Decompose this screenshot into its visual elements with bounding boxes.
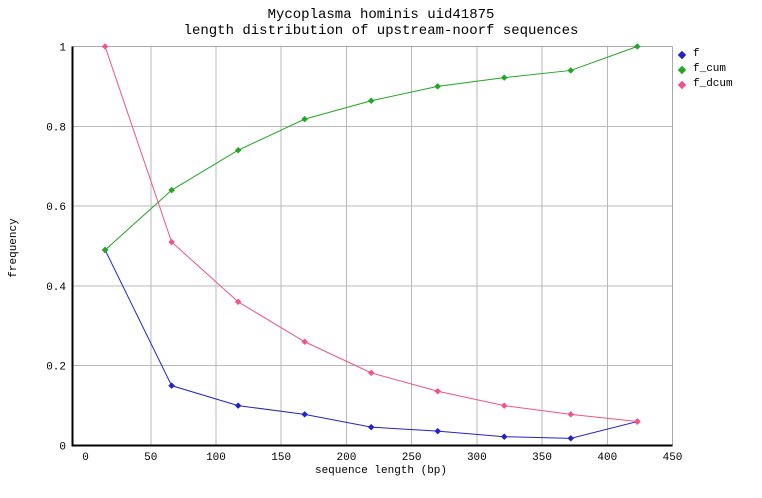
y-tick-label: 1 xyxy=(59,43,66,55)
series-point-f_dcum xyxy=(101,43,109,50)
series-point-f xyxy=(367,423,375,431)
x-tick-label: 250 xyxy=(402,452,422,464)
series-point-f_dcum xyxy=(633,418,641,425)
x-tick-label: 100 xyxy=(206,452,226,464)
series-point-f_cum xyxy=(168,186,175,194)
series-point-f_dcum xyxy=(500,402,508,409)
series-point-f xyxy=(301,411,309,418)
y-tick-label: 0.8 xyxy=(46,122,66,134)
legend-entry-f: f xyxy=(676,47,733,62)
x-tick-label: 150 xyxy=(271,452,291,464)
y-tick-label: 0.2 xyxy=(46,362,66,374)
series-point-f_cum xyxy=(500,74,508,81)
series-point-f_dcum xyxy=(168,238,175,246)
series-point-f_dcum xyxy=(567,411,575,418)
legend-marker-glyph xyxy=(677,65,687,74)
series-point-f_cum xyxy=(301,115,309,123)
legend-entry-f_dcum: f_dcum xyxy=(676,77,733,92)
legend-label-f_cum: f_cum xyxy=(693,63,727,75)
legend-marker-f_cum xyxy=(677,65,687,74)
legend-marker-glyph xyxy=(677,80,687,89)
legend-marker-f xyxy=(677,50,687,59)
chart-title-line1: Mycoplasma hominis uid41875 xyxy=(267,7,495,23)
x-axis-label: sequence length (bp) xyxy=(314,465,448,477)
x-tick-label: 400 xyxy=(597,452,617,464)
series-point-f_dcum xyxy=(367,369,375,377)
legend-marker-f_dcum xyxy=(677,80,687,89)
series-point-f_dcum xyxy=(434,387,442,395)
series-point-f xyxy=(234,402,242,409)
series-point-f_dcum xyxy=(234,298,242,306)
chart-title-line2: length distribution of upstream-noorf se… xyxy=(183,23,579,39)
legend-label-f: f xyxy=(693,48,700,60)
x-tick-label: 300 xyxy=(467,452,487,464)
series-point-f_cum xyxy=(234,146,242,154)
legend-entry-f_cum: f_cum xyxy=(676,62,733,77)
series-point-f xyxy=(434,427,442,435)
legend: f f_cum f_dcum xyxy=(676,47,733,92)
x-tick-label: 0 xyxy=(82,452,89,464)
y-tick-label: 0.6 xyxy=(46,202,66,214)
series-point-f_cum xyxy=(101,246,109,254)
legend-marker-glyph xyxy=(677,50,687,59)
x-tick-label: 450 xyxy=(663,452,683,464)
series-point-f_cum xyxy=(434,83,442,90)
series-point-f_dcum xyxy=(301,338,309,346)
x-tick-label: 50 xyxy=(144,452,157,464)
series-point-f xyxy=(168,382,175,390)
y-tick-label: 0.4 xyxy=(46,282,66,294)
legend-label-f_dcum: f_dcum xyxy=(693,78,733,90)
series-line-f_cum xyxy=(104,46,638,251)
series-point-f_cum xyxy=(567,67,575,74)
series-point-f xyxy=(500,433,508,441)
x-tick-label: 200 xyxy=(337,452,357,464)
series-point-f xyxy=(567,434,575,442)
series-point-f_cum xyxy=(633,43,641,50)
series-point-f_cum xyxy=(367,97,375,105)
y-tick-label: 0 xyxy=(59,442,66,454)
series-line-f xyxy=(104,249,638,439)
x-tick-label: 350 xyxy=(532,452,552,464)
